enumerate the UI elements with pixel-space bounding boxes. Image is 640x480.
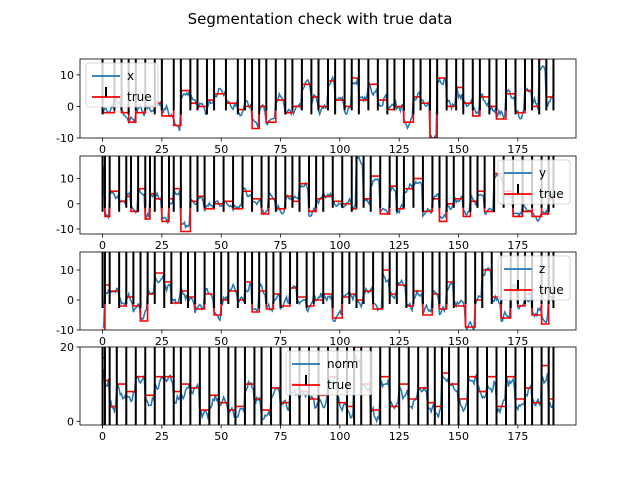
y-tick-label: -10 [56,132,74,145]
legend-label: y [539,166,546,180]
legend: y true [497,159,571,205]
legend: norm true [285,350,373,396]
y-tick-label: -10 [56,324,74,337]
axes-frame [79,155,577,235]
x-tick-label: 0 [99,335,106,348]
x-tick-label: 100 [329,335,350,348]
y-tick-label: 20 [60,341,74,354]
x-tick-label: 75 [274,430,288,443]
figure-title: Segmentation check with true data [188,10,453,28]
legend-label: true [539,187,564,201]
x-tick-label: 125 [389,430,410,443]
x-tick-label: 125 [389,143,410,156]
series-true-step [102,156,554,233]
x-tick-label: 25 [155,239,169,252]
x-tick-label: 0 [99,430,106,443]
x-tick-label: 100 [329,143,350,156]
legend-label: true [327,378,352,392]
x-tick-label: 50 [214,335,228,348]
legend-box [497,159,571,205]
y-tick-label: -10 [56,223,74,236]
x-tick-label: 50 [214,430,228,443]
axes-frame [79,346,577,426]
x-tick-label: 175 [507,335,528,348]
legend: x true [85,62,159,108]
x-tick-label: 100 [329,239,350,252]
x-tick-label: 150 [448,143,469,156]
x-tick-label: 150 [448,239,469,252]
legend-label: x [127,69,134,83]
y-tick-label: 10 [60,264,74,277]
panel-2: 0 25 50 75 100 125 150 175 -10 0 10 y true [56,155,577,252]
legend-box [85,62,159,108]
y-tick-label: 0 [67,415,74,428]
legend-box [497,255,571,301]
x-tick-label: 175 [507,239,528,252]
legend-label: z [539,262,545,276]
legend-label: true [539,283,564,297]
y-tick-label: 0 [67,198,74,211]
x-tick-label: 25 [155,143,169,156]
x-tick-label: 50 [214,143,228,156]
panel-3: 0 25 50 75 100 125 150 175 -10 0 10 z true [56,251,577,348]
x-tick-label: 100 [329,430,350,443]
y-tick-label: 0 [67,100,74,113]
plot-area [101,156,555,233]
x-tick-label: 50 [214,239,228,252]
x-tick-label: 75 [274,143,288,156]
legend-label: norm [327,357,358,371]
y-tick-label: 0 [67,294,74,307]
x-tick-label: 25 [155,430,169,443]
x-tick-label: 0 [99,239,106,252]
x-tick-label: 75 [274,239,288,252]
panel-1: 0 25 50 75 100 125 150 175 -10 0 10 x true [56,58,577,156]
x-tick-label: 25 [155,335,169,348]
x-tick-label: 125 [389,335,410,348]
x-tick-label: 175 [507,430,528,443]
legend: z true [497,255,571,301]
x-tick-label: 0 [99,143,106,156]
x-tick-label: 175 [507,143,528,156]
legend-label: true [127,90,152,104]
x-tick-label: 150 [448,335,469,348]
axes-frame [79,58,577,139]
axes-frame [79,251,577,331]
x-tick-label: 75 [274,335,288,348]
x-tick-label: 150 [448,430,469,443]
panel-4: 0 25 50 75 100 125 150 175 0 20 norm true [60,341,577,443]
y-tick-label: 10 [60,173,74,186]
y-tick-label: 10 [60,69,74,82]
x-tick-label: 125 [389,239,410,252]
legend-box [285,350,373,396]
